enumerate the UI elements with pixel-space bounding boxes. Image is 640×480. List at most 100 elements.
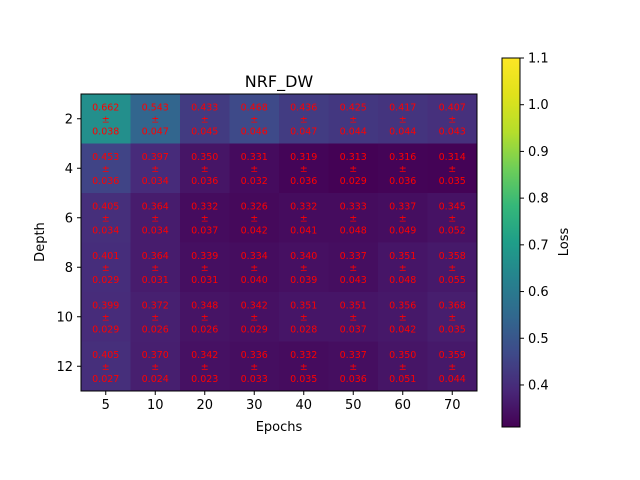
cell-mean-label: 0.332	[191, 201, 218, 212]
cell-std-label: 0.048	[389, 275, 416, 286]
x-axis-label: Epochs	[256, 420, 303, 435]
y-tick-label: 10	[56, 310, 73, 325]
heatmap-cell	[130, 341, 181, 392]
colorbar-tick-label: 0.8	[528, 192, 549, 207]
colorbar-tick-label: 0.4	[528, 378, 549, 393]
cell-mean-label: 0.372	[142, 300, 169, 311]
colorbar-tick-label: 0.9	[528, 145, 549, 160]
cell-mean-label: 0.433	[191, 102, 218, 113]
cell-mean-label: 0.351	[290, 300, 317, 311]
cell-pm-label: ±	[349, 312, 357, 323]
cell-pm-label: ±	[102, 164, 110, 175]
cell-std-label: 0.036	[290, 176, 317, 187]
cell-mean-label: 0.342	[241, 300, 268, 311]
cell-std-label: 0.035	[439, 176, 466, 187]
heatmap-cell	[180, 341, 230, 392]
heatmap-cell	[378, 292, 428, 342]
cell-pm-label: ±	[399, 362, 407, 373]
cell-pm-label: ±	[448, 164, 456, 175]
cell-pm-label: ±	[151, 114, 159, 125]
cell-std-label: 0.040	[241, 275, 268, 286]
colorbar-tick-label: 0.6	[528, 285, 549, 300]
heatmap-cell	[378, 242, 428, 293]
cell-pm-label: ±	[250, 213, 258, 224]
y-axis-ticks: 2 4 6 8 10 12	[56, 112, 81, 375]
cell-pm-label: ±	[300, 213, 308, 224]
cell-mean-label: 0.350	[389, 350, 416, 361]
cell-std-label: 0.037	[191, 225, 218, 236]
cell-std-label: 0.037	[340, 324, 367, 335]
colorbar-label: Loss	[557, 228, 572, 257]
cell-mean-label: 0.401	[92, 251, 119, 262]
colorbar-tick-label: 0.5	[528, 332, 549, 347]
cell-std-label: 0.031	[191, 275, 218, 286]
cell-mean-label: 0.368	[439, 300, 466, 311]
cell-pm-label: ±	[448, 263, 456, 274]
heatmap-cell	[279, 94, 329, 144]
cell-mean-label: 0.436	[290, 102, 317, 113]
cell-std-label: 0.048	[340, 225, 367, 236]
colorbar-tick-label: 1.1	[528, 52, 549, 67]
heatmap-cell	[81, 292, 131, 342]
cell-mean-label: 0.468	[241, 102, 268, 113]
cell-mean-label: 0.351	[389, 251, 416, 262]
cell-std-label: 0.036	[92, 176, 119, 187]
x-tick-label: 20	[196, 398, 213, 413]
cell-pm-label: ±	[349, 263, 357, 274]
cell-mean-label: 0.348	[191, 300, 218, 311]
cell-pm-label: ±	[300, 312, 308, 323]
cell-pm-label: ±	[102, 312, 110, 323]
cell-pm-label: ±	[201, 362, 209, 373]
cell-mean-label: 0.336	[241, 350, 268, 361]
cell-std-label: 0.039	[290, 275, 317, 286]
cell-mean-label: 0.662	[92, 102, 119, 113]
cell-pm-label: ±	[250, 114, 258, 125]
cell-std-label: 0.042	[389, 324, 416, 335]
cell-std-label: 0.049	[389, 225, 416, 236]
heatmap-cell	[229, 193, 280, 243]
heatmap-cell	[81, 94, 131, 144]
cell-pm-label: ±	[399, 164, 407, 175]
heatmap-cell	[81, 193, 131, 243]
cell-std-label: 0.034	[142, 176, 169, 187]
cell-mean-label: 0.331	[241, 152, 268, 163]
cell-pm-label: ±	[151, 164, 159, 175]
cell-mean-label: 0.319	[290, 152, 317, 163]
heatmap-cell	[328, 242, 379, 293]
heatmap-cell	[81, 143, 131, 194]
cell-std-label: 0.047	[142, 126, 169, 137]
cell-mean-label: 0.316	[389, 152, 416, 163]
heatmap-cell	[328, 193, 379, 243]
cell-std-label: 0.036	[389, 176, 416, 187]
cell-mean-label: 0.358	[439, 251, 466, 262]
heatmap-cell	[229, 292, 280, 342]
heatmap-cell	[130, 242, 181, 293]
heatmap-cell	[279, 242, 329, 293]
heatmap-cell	[279, 193, 329, 243]
cell-mean-label: 0.332	[290, 350, 317, 361]
cell-mean-label: 0.333	[340, 201, 367, 212]
heatmap-cell	[427, 193, 478, 243]
cell-mean-label: 0.345	[439, 201, 466, 212]
cell-std-label: 0.036	[340, 374, 367, 385]
cell-pm-label: ±	[201, 263, 209, 274]
cell-pm-label: ±	[201, 312, 209, 323]
cell-pm-label: ±	[300, 114, 308, 125]
cell-std-label: 0.041	[290, 225, 317, 236]
cell-std-label: 0.028	[290, 324, 317, 335]
heatmap-cell	[427, 341, 478, 392]
y-axis-label: Depth	[33, 222, 48, 262]
cell-pm-label: ±	[250, 263, 258, 274]
cell-mean-label: 0.334	[241, 251, 268, 262]
cell-pm-label: ±	[250, 362, 258, 373]
heatmap-cell	[229, 242, 280, 293]
cell-std-label: 0.023	[191, 374, 218, 385]
x-axis-ticks: 5 10 20 30 40 50 60 70	[102, 391, 461, 413]
heatmap-cell	[81, 242, 131, 293]
heatmap-cell	[180, 94, 230, 144]
cell-std-label: 0.026	[191, 324, 218, 335]
cell-std-label: 0.044	[340, 126, 367, 137]
heatmap-cell	[378, 341, 428, 392]
cell-pm-label: ±	[201, 164, 209, 175]
heatmap-cell	[328, 292, 379, 342]
